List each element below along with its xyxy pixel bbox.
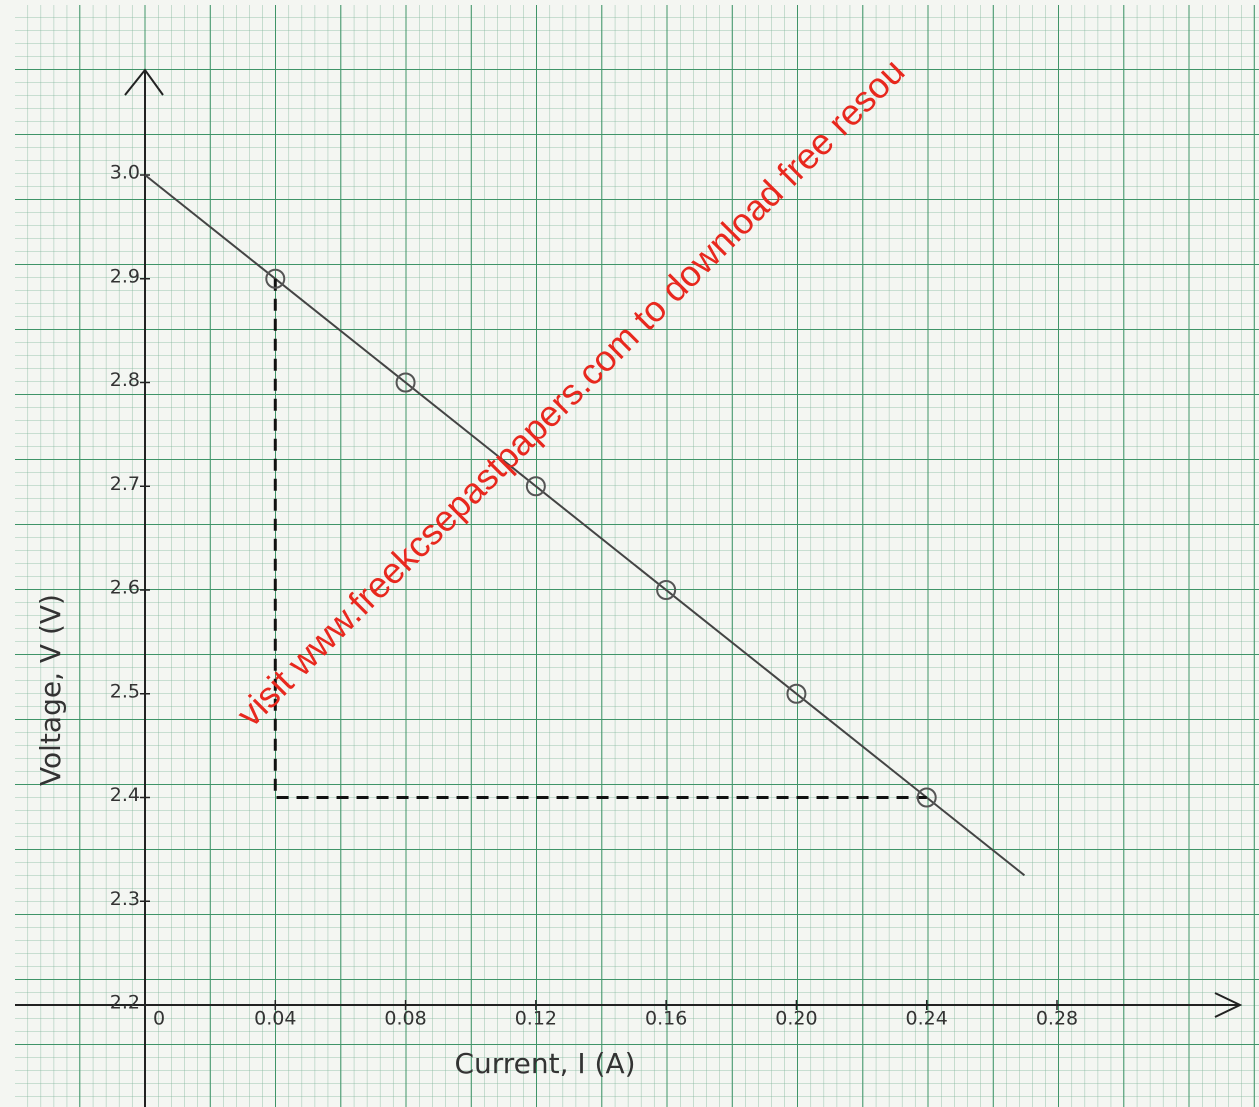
y-tick-label: 2.7 <box>110 473 140 495</box>
graph-paper <box>15 5 1259 1107</box>
x-tick-label: 0.12 <box>515 1008 557 1030</box>
x-tick-label: 0.24 <box>906 1008 948 1030</box>
x-tick-label: 0.28 <box>1036 1008 1078 1030</box>
x-tick-label: 0.16 <box>645 1008 687 1030</box>
y-tick-label: 3.0 <box>110 162 140 184</box>
page: Current, I (A) Voltage, V (V) 0 0.04 0.08 0… <box>0 0 1259 1107</box>
y-tick-label: 2.8 <box>110 369 140 391</box>
y-tick-label: 2.3 <box>110 888 140 910</box>
y-axis-label: Voltage, V (V) <box>34 594 67 786</box>
y-tick-label: 2.4 <box>110 784 140 806</box>
x-tick-label: 0.20 <box>775 1008 817 1030</box>
x-tick-label: 0.04 <box>254 1008 296 1030</box>
y-tick-label: 2.6 <box>110 577 140 599</box>
x-tick-label: 0 <box>153 1008 165 1030</box>
x-axis-label: Current, I (A) <box>454 1047 635 1080</box>
y-tick-label: 2.5 <box>110 680 140 702</box>
y-tick-label: 2.2 <box>110 992 140 1014</box>
x-tick-label: 0.08 <box>384 1008 426 1030</box>
chart: Current, I (A) Voltage, V (V) 0 0.04 0.08 0… <box>0 0 1259 1107</box>
major-grid <box>15 5 1259 1107</box>
y-tick-label: 2.9 <box>110 265 140 287</box>
